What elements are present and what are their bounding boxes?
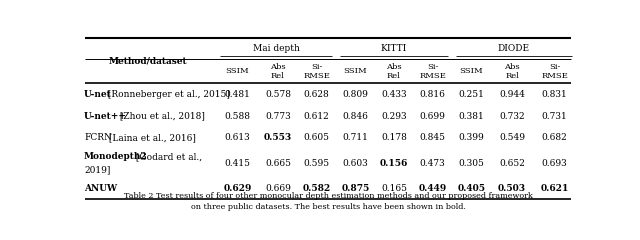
Text: 0.473: 0.473 [420, 159, 445, 168]
Text: 0.165: 0.165 [381, 184, 407, 193]
Text: [Laina et al., 2016]: [Laina et al., 2016] [106, 133, 195, 142]
Text: 0.665: 0.665 [265, 159, 291, 168]
Text: 0.549: 0.549 [499, 133, 525, 142]
Text: 0.731: 0.731 [542, 112, 568, 120]
Text: 0.845: 0.845 [420, 133, 445, 142]
Text: 0.809: 0.809 [342, 90, 368, 99]
Text: 0.405: 0.405 [458, 184, 485, 193]
Text: 0.503: 0.503 [498, 184, 526, 193]
Text: 0.251: 0.251 [458, 90, 484, 99]
Text: 0.682: 0.682 [542, 133, 568, 142]
Text: on three public datasets. The best results have been shown in bold.: on three public datasets. The best resul… [191, 203, 465, 211]
Text: 0.613: 0.613 [225, 133, 250, 142]
Text: SSIM: SSIM [460, 67, 483, 75]
Text: Table 2 Test results of four other monocular depth estimation methods and our pr: Table 2 Test results of four other monoc… [124, 192, 532, 200]
Text: DIODE: DIODE [498, 44, 530, 53]
Text: 0.669: 0.669 [265, 184, 291, 193]
Text: SSIM: SSIM [344, 67, 367, 75]
Text: Monodepth2: Monodepth2 [84, 152, 148, 161]
Text: Abs
Rel: Abs Rel [270, 63, 285, 80]
Text: 0.621: 0.621 [541, 184, 569, 193]
Text: Method/dataset: Method/dataset [109, 56, 188, 65]
Text: 0.628: 0.628 [304, 90, 330, 99]
Text: 0.944: 0.944 [499, 90, 525, 99]
Text: KITTI: KITTI [381, 44, 407, 53]
Text: [Godard et al.,: [Godard et al., [133, 152, 202, 161]
Text: Mai depth: Mai depth [253, 44, 300, 53]
Text: 0.582: 0.582 [303, 184, 331, 193]
Text: 0.449: 0.449 [419, 184, 447, 193]
Text: 0.603: 0.603 [342, 159, 368, 168]
Text: FCRN: FCRN [84, 133, 112, 142]
Text: 0.875: 0.875 [341, 184, 369, 193]
Text: 0.711: 0.711 [342, 133, 368, 142]
Text: ANUW: ANUW [84, 184, 117, 193]
Text: 0.578: 0.578 [265, 90, 291, 99]
Text: Si-
RMSE: Si- RMSE [541, 63, 568, 80]
Text: 0.816: 0.816 [420, 90, 445, 99]
Text: [Zhou et al., 2018]: [Zhou et al., 2018] [117, 112, 205, 120]
Text: 0.305: 0.305 [458, 159, 484, 168]
Text: 0.399: 0.399 [458, 133, 484, 142]
Text: 0.612: 0.612 [304, 112, 330, 120]
Text: 0.595: 0.595 [303, 159, 330, 168]
Text: 0.381: 0.381 [458, 112, 484, 120]
Text: 0.831: 0.831 [542, 90, 568, 99]
Text: Abs
Rel: Abs Rel [504, 63, 520, 80]
Text: 0.293: 0.293 [381, 112, 407, 120]
Text: 0.433: 0.433 [381, 90, 407, 99]
Text: 0.693: 0.693 [542, 159, 568, 168]
Text: 0.652: 0.652 [499, 159, 525, 168]
Text: SSIM: SSIM [226, 67, 250, 75]
Text: 0.553: 0.553 [264, 133, 292, 142]
Text: 0.699: 0.699 [420, 112, 445, 120]
Text: U-net++: U-net++ [84, 112, 127, 120]
Text: 0.732: 0.732 [499, 112, 525, 120]
Text: 0.178: 0.178 [381, 133, 407, 142]
Text: U-net: U-net [84, 90, 112, 99]
Text: Abs
Rel: Abs Rel [386, 63, 402, 80]
Text: 0.846: 0.846 [342, 112, 368, 120]
Text: 0.773: 0.773 [265, 112, 291, 120]
Text: Si-
RMSE: Si- RMSE [303, 63, 330, 80]
Text: 2019]: 2019] [84, 165, 110, 174]
Text: [Ronneberger et al., 2015]: [Ronneberger et al., 2015] [106, 90, 230, 99]
Text: 0.605: 0.605 [303, 133, 330, 142]
Text: 0.415: 0.415 [225, 159, 250, 168]
Text: 0.588: 0.588 [225, 112, 250, 120]
Text: 0.629: 0.629 [223, 184, 252, 193]
Text: 0.481: 0.481 [225, 90, 250, 99]
Text: Si-
RMSE: Si- RMSE [419, 63, 446, 80]
Text: 0.156: 0.156 [380, 159, 408, 168]
